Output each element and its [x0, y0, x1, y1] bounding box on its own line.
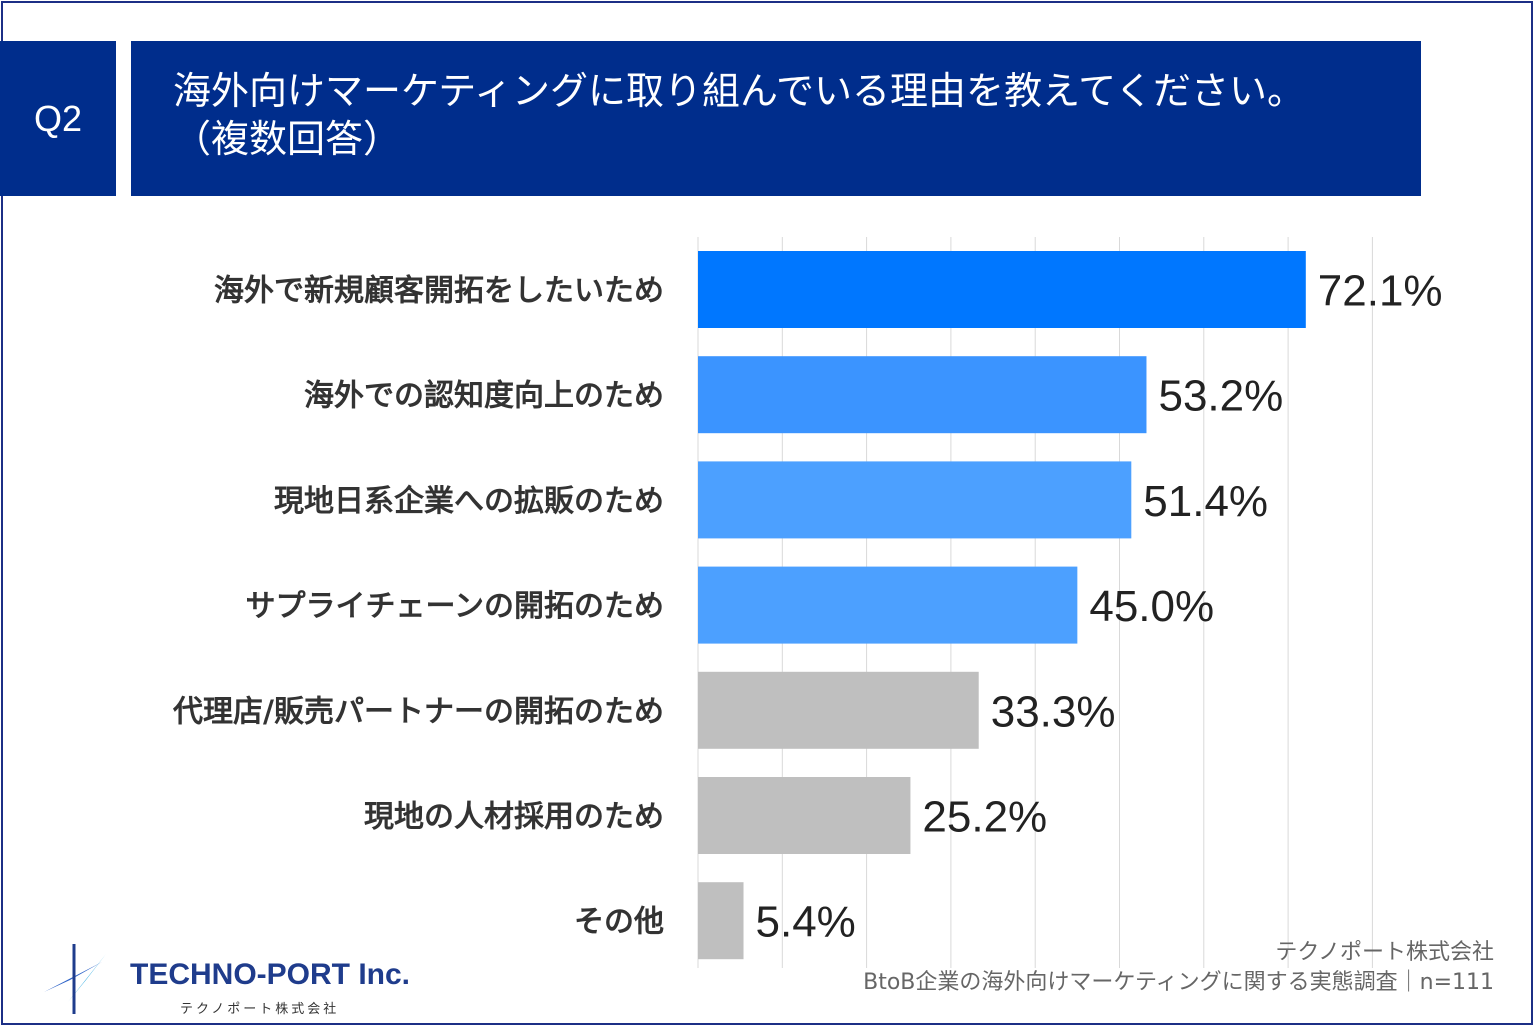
bar	[698, 356, 1147, 434]
value-label: 45.0%	[1089, 582, 1214, 631]
bar	[698, 882, 744, 960]
bar	[698, 251, 1306, 328]
category-label: その他	[574, 905, 664, 940]
source-line-2: BtoB企業の海外向けマーケティングに関する実態調査｜n=111	[863, 970, 1494, 995]
logo-mark-icon	[44, 944, 106, 1014]
category-label: 代理店/販売パートナーの開拓のため	[172, 694, 664, 729]
category-label: サプライチェーンの開拓のため	[246, 589, 665, 624]
question-line-2: （複数回答）	[173, 117, 402, 161]
category-label: 海外での認知度向上のため	[304, 379, 664, 414]
source-note: テクノポート株式会社 BtoB企業の海外向けマーケティングに関する実態調査｜n=…	[863, 938, 1494, 998]
value-labels: 72.1% 53.2% 51.4% 45.0% 33.3% 25.2% 5.4%	[756, 267, 1443, 947]
bar	[698, 671, 979, 749]
question-badge: Q2	[0, 41, 116, 196]
company-logo: TECHNO-PORT Inc. テクノポート株式会社	[40, 940, 420, 1020]
source-line-1: テクノポート株式会社	[1275, 940, 1494, 965]
value-label: 53.2%	[1158, 372, 1283, 421]
category-labels: 海外で新規顧客開拓をしたいため海外での認知度向上のため現地日系企業への拡販のため…	[172, 274, 664, 940]
category-label: 海外で新規顧客開拓をしたいため	[214, 274, 664, 309]
bar	[698, 777, 911, 854]
logo-name: TECHNO-PORT Inc.	[130, 958, 411, 991]
question-line-1: 海外向けマーケティングに取り組んでいる理由を教えてください。	[173, 69, 1306, 113]
bar	[698, 566, 1078, 644]
question-title: 海外向けマーケティングに取り組んでいる理由を教えてください。 （複数回答）	[131, 41, 1421, 196]
value-label: 33.3%	[991, 687, 1116, 736]
value-label: 72.1%	[1318, 267, 1443, 316]
bar	[698, 461, 1132, 539]
value-label: 5.4%	[756, 898, 856, 947]
category-label: 現地の人材採用のため	[364, 800, 664, 835]
bars	[698, 251, 1306, 960]
logo-subtitle: テクノポート株式会社	[180, 1002, 340, 1017]
category-label: 現地日系企業への拡販のため	[274, 484, 664, 519]
value-label: 51.4%	[1143, 477, 1268, 526]
value-label: 25.2%	[922, 793, 1047, 842]
